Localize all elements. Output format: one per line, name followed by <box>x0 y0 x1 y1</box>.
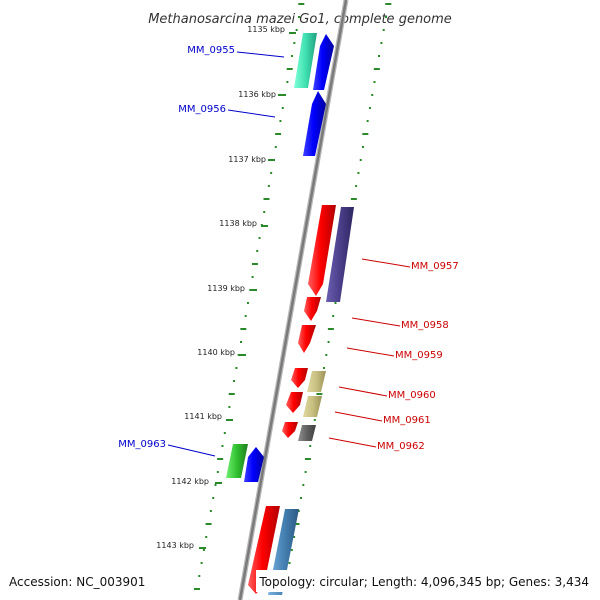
genome-stats-label: Topology: circular; Length: 4,096,345 bp… <box>258 575 589 589</box>
tick-marks <box>199 32 296 549</box>
leader-line-mm0955 <box>236 51 285 58</box>
leader-line-mm0962 <box>328 437 377 448</box>
leader-line-mm0958 <box>351 317 401 327</box>
feature-bars <box>226 33 354 595</box>
leader-line-mm0961 <box>334 411 383 422</box>
cds-arrow-mm0956 <box>303 91 326 156</box>
tick-label: 1135 kbp <box>247 25 285 34</box>
leader-line-mm0956 <box>227 109 276 118</box>
footer: Accession: NC_003901 Topology: circular;… <box>9 570 596 592</box>
cds-arrow-mm0960 <box>291 368 308 388</box>
map-title: Methanosarcina mazei Go1, complete genom… <box>148 12 452 27</box>
cds-arrow-mm0962 <box>282 422 298 438</box>
gene-label-mm0960[interactable]: MM_0960 <box>388 390 436 401</box>
feature-purple <box>326 207 354 302</box>
gene-label-mm0955[interactable]: MM_0955 <box>187 45 235 56</box>
cds-arrow-mm0958 <box>304 297 321 321</box>
leader-line-mm0957 <box>361 258 411 268</box>
tick-label: 1137 kbp <box>228 155 266 164</box>
gene-label-mm0958[interactable]: MM_0958 <box>401 320 449 331</box>
gene-label-mm0956[interactable]: MM_0956 <box>178 104 226 115</box>
tick-label: 1139 kbp <box>207 284 245 293</box>
tick-labels: 1135 kbp 1136 kbp 1137 kbp 1138 kbp 1139… <box>156 25 285 550</box>
leader-line-mm0960 <box>338 386 388 397</box>
feature-khaki <box>303 396 322 417</box>
gene-label-mm0963[interactable]: MM_0963 <box>118 439 166 450</box>
cds-arrow-mm0963 <box>244 447 264 482</box>
tick-label: 1140 kbp <box>197 348 235 357</box>
cds-arrow-mm0955 <box>313 34 334 90</box>
gene-labels: MM_0955 MM_0956 MM_0957 MM_0958 MM_0959 … <box>118 45 458 452</box>
feature-green <box>226 444 248 478</box>
genome-backbone <box>237 0 349 600</box>
feature-aqua <box>294 33 317 88</box>
gene-label-mm0959[interactable]: MM_0959 <box>395 350 443 361</box>
gene-label-mm0957[interactable]: MM_0957 <box>411 261 459 272</box>
tick-label: 1136 kbp <box>238 90 276 99</box>
tick-label: 1143 kbp <box>156 541 194 550</box>
cds-arrows <box>244 34 336 594</box>
tick-label: 1138 kbp <box>219 219 257 228</box>
feature-khaki <box>307 371 326 392</box>
leader-line-mm0959 <box>346 347 395 357</box>
feature-grey <box>298 425 316 441</box>
leader-line-mm0963 <box>167 444 216 457</box>
gene-label-mm0962[interactable]: MM_0962 <box>377 441 425 452</box>
gene-leader-lines <box>167 51 411 457</box>
footer-stats-background <box>256 570 596 592</box>
tick-label: 1141 kbp <box>184 412 222 421</box>
gene-label-mm0961[interactable]: MM_0961 <box>383 415 431 426</box>
accession-label: Accession: NC_003901 <box>9 575 145 589</box>
cds-arrow-mm0961 <box>286 392 303 413</box>
tick-label: 1142 kbp <box>171 477 209 486</box>
cds-arrow-mm0957 <box>308 205 336 296</box>
cds-arrow-mm0959 <box>298 325 316 353</box>
